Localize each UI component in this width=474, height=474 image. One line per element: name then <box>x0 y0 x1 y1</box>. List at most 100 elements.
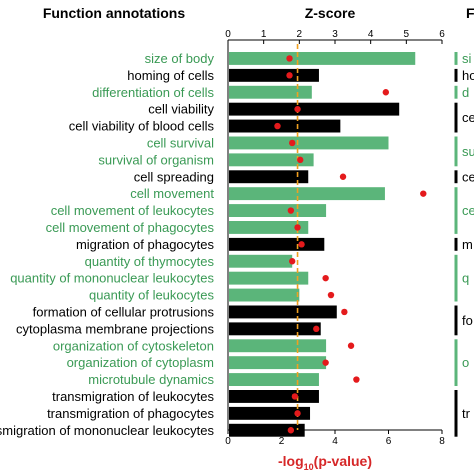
z-score-bar <box>229 288 300 302</box>
p-value-dot <box>341 308 348 316</box>
annotation-label: transmigration of mononuclear leukocytes <box>0 423 214 438</box>
annotation-label: organization of cytoskeleton <box>53 338 214 353</box>
annotation-label: migration of phagocytes <box>76 237 215 252</box>
annotation-label: survival of organism <box>98 152 214 167</box>
annotation-label: quantity of leukocytes <box>89 288 215 303</box>
z-score-bar <box>229 119 341 133</box>
p-value-dot <box>287 427 295 434</box>
z-score-bar <box>229 68 319 82</box>
annotation-label: cell viability <box>148 102 214 117</box>
right-panel-label: fo <box>462 313 473 328</box>
annotation-label: homing of cells <box>127 68 214 83</box>
z-score-bar <box>229 390 319 403</box>
p-value-dot <box>291 393 299 400</box>
p-value-dot <box>294 224 301 231</box>
right-panel-label: ce <box>462 203 474 218</box>
z-score-bar <box>229 373 319 386</box>
p-value-dot <box>274 122 281 130</box>
annotation-labels: size of body homing of cells differentiati… <box>0 51 215 438</box>
p-value-dot <box>322 359 329 366</box>
z-score-bar <box>229 322 321 336</box>
x-axis-label: -log10(p-value) <box>278 453 372 472</box>
z-score-title: Z-score <box>305 5 356 21</box>
z-score-bar <box>229 406 311 420</box>
annotation-label: cell spreading <box>134 169 214 184</box>
right-panel-label: d <box>462 85 469 100</box>
p-value-axis: 0 2 4 6 8 <box>225 40 445 447</box>
z-score-bar <box>229 237 325 251</box>
annotation-label: microtubule dynamics <box>88 372 214 387</box>
right-panel-label: o <box>462 355 469 370</box>
annotation-label: cell survival <box>147 135 214 150</box>
right-panel-label: m <box>462 237 473 252</box>
right-panel-label: ho <box>462 68 474 83</box>
p-axis-tick-label: 0 <box>225 436 231 447</box>
z-axis-tick-label: 6 <box>439 29 445 40</box>
p-value-dot <box>294 105 301 113</box>
z-score-bar <box>229 187 385 201</box>
p-value-dot <box>382 89 390 96</box>
p-axis-tick-label: 6 <box>386 436 392 447</box>
right-panel-label: si <box>462 51 472 66</box>
right-panel-label: ce <box>462 169 474 184</box>
annotation-label: cell movement of leukocytes <box>51 203 215 218</box>
annotation-label: transmigration of phagocytes <box>47 406 214 421</box>
p-value-dot <box>298 241 305 248</box>
annotation-label: transmigration of leukocytes <box>52 389 214 404</box>
p-value-dots <box>274 55 427 434</box>
annotation-label: cell viability of blood cells <box>69 119 215 134</box>
p-value-dot <box>294 410 301 417</box>
z-score-bar <box>229 102 400 116</box>
annotation-label: differentiation of cells <box>92 85 214 100</box>
p-value-dot <box>313 325 320 333</box>
p-value-dot <box>353 376 360 383</box>
function-annotations-header: Function annotations <box>43 5 186 21</box>
right-panel-label: tr <box>462 406 471 421</box>
z-score-bar <box>229 271 309 285</box>
z-axis-tick-label: 4 <box>368 29 374 40</box>
p-value-dot <box>347 342 355 349</box>
z-axis-tick-label: 3 <box>332 29 338 40</box>
p-axis-tick-label: 8 <box>439 436 445 447</box>
z-score-bar <box>229 52 416 65</box>
z-score-bar <box>229 221 309 234</box>
p-value-dot <box>286 55 293 62</box>
p-value-dot <box>420 190 427 197</box>
z-score-bar <box>229 136 389 150</box>
p-value-dot <box>327 291 335 299</box>
z-score-bar <box>229 356 327 370</box>
right-panel-label: ce <box>462 110 474 125</box>
side-panel-header: F <box>466 5 474 21</box>
z-score-bar <box>229 339 327 353</box>
p-value-dot <box>289 139 296 147</box>
p-value-dot <box>287 207 295 214</box>
z-score-bar <box>229 423 305 437</box>
annotation-label: cytoplasma membrane projections <box>16 321 214 336</box>
annotation-label: quantity of mononuclear leukocytes <box>10 271 214 286</box>
p-value-dot <box>322 274 329 282</box>
z-score-bar <box>229 305 337 319</box>
right-panel: si ho d ce su ce ce m q fo o tr <box>454 51 474 437</box>
right-panel-label: su <box>462 144 474 159</box>
z-axis-tick-label: 5 <box>404 29 410 40</box>
p-value-dot <box>297 156 304 164</box>
p-value-dot <box>339 173 347 180</box>
annotation-label: formation of cellular protrusions <box>33 304 215 319</box>
p-value-dot <box>286 72 293 79</box>
z-axis-tick-label: 0 <box>225 29 231 40</box>
annotation-label: cell movement <box>130 186 214 201</box>
z-score-bar <box>229 153 314 167</box>
annotation-label: size of body <box>145 51 215 66</box>
p-value-dot <box>289 258 296 265</box>
annotation-label: quantity of thymocytes <box>85 254 215 269</box>
annotation-label: cell movement of phagocytes <box>46 220 215 235</box>
z-score-bar <box>229 254 293 268</box>
z-score-axis: 0 1 2 3 4 5 6 <box>225 29 445 44</box>
z-score-bar <box>229 170 309 184</box>
z-score-bar <box>229 204 327 217</box>
p-axis-tick-label: 4 <box>332 436 338 447</box>
z-axis-tick-label: 1 <box>261 29 267 40</box>
z-axis-tick-label: 2 <box>297 29 303 40</box>
z-score-bar <box>229 85 312 99</box>
